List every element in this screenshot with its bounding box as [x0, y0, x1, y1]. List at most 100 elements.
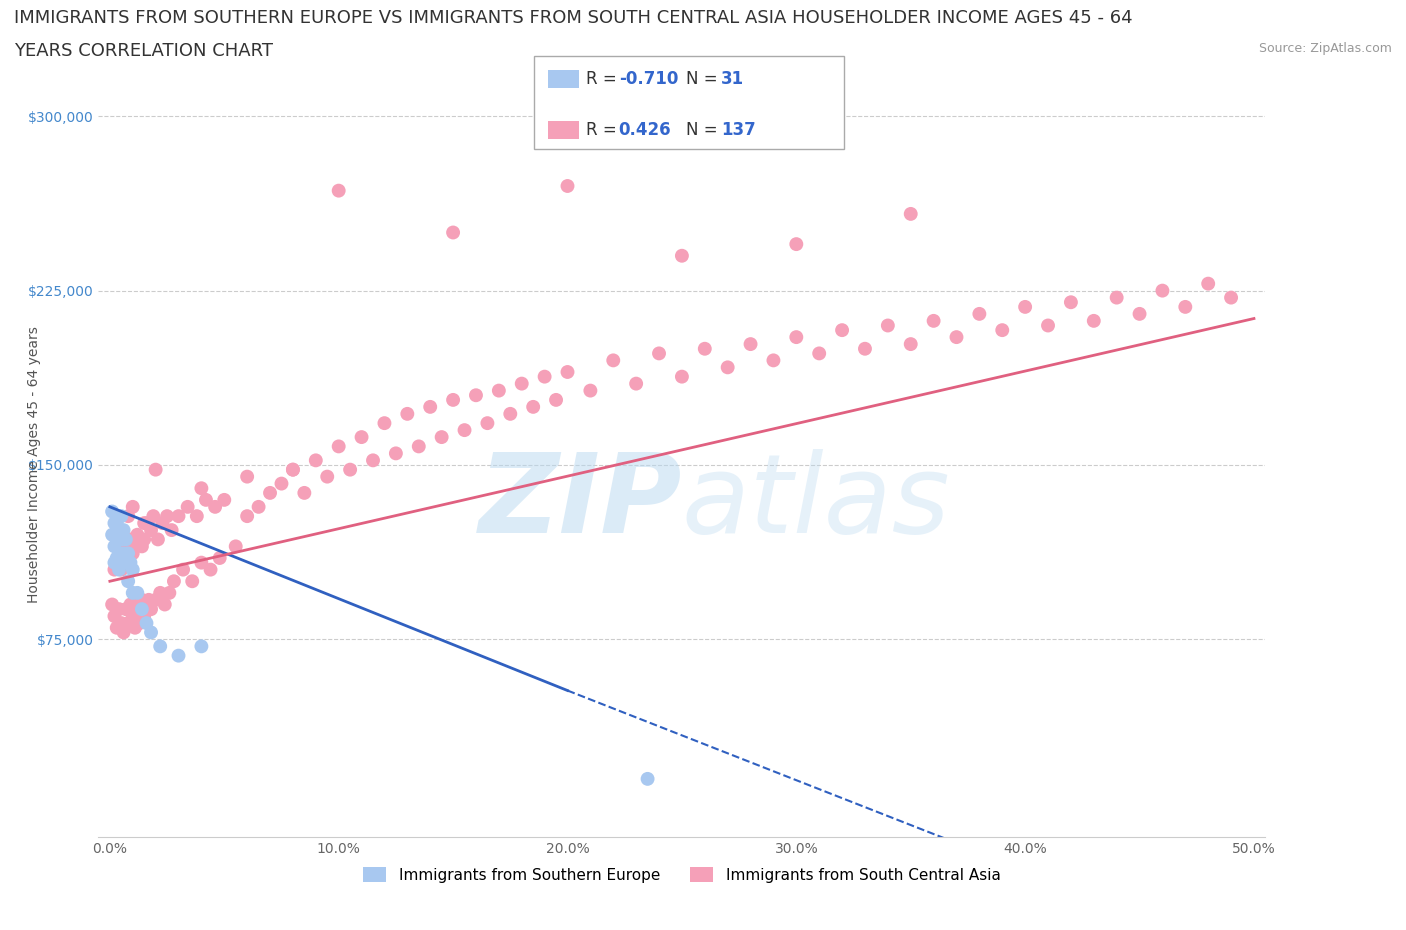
Point	[637, 772, 659, 787]
Point	[108, 602, 131, 617]
Legend: Immigrants from Southern Europe, Immigrants from South Central Asia: Immigrants from Southern Europe, Immigra…	[357, 860, 1007, 889]
Point	[131, 602, 153, 617]
Point	[103, 562, 125, 577]
Point	[105, 539, 128, 554]
Point	[876, 318, 898, 333]
Point	[247, 499, 270, 514]
Point	[131, 539, 153, 554]
Point	[373, 416, 395, 431]
Point	[153, 597, 176, 612]
Point	[127, 586, 149, 601]
Point	[134, 609, 156, 624]
Point	[969, 307, 991, 322]
Point	[922, 313, 945, 328]
Point	[671, 248, 693, 263]
Point	[740, 337, 762, 352]
Point	[105, 515, 128, 530]
Point	[112, 546, 135, 561]
Point	[108, 527, 131, 542]
Point	[108, 562, 131, 577]
Point	[103, 539, 125, 554]
Point	[186, 509, 208, 524]
Point	[110, 562, 132, 577]
Point	[160, 523, 183, 538]
Point	[163, 574, 186, 589]
Point	[112, 625, 135, 640]
Point	[1152, 283, 1174, 298]
Point	[135, 602, 157, 617]
Point	[110, 509, 132, 524]
Point	[1083, 313, 1105, 328]
Point	[1014, 299, 1036, 314]
Point	[579, 383, 602, 398]
Point	[316, 469, 339, 484]
Point	[117, 574, 139, 589]
Point	[408, 439, 430, 454]
Point	[831, 323, 853, 338]
Point	[110, 555, 132, 570]
Point	[145, 592, 167, 607]
Point	[112, 546, 135, 561]
Point	[453, 422, 475, 438]
Point	[131, 592, 153, 607]
Point	[101, 527, 124, 542]
Text: YEARS CORRELATION CHART: YEARS CORRELATION CHART	[14, 42, 273, 60]
Point	[124, 620, 146, 635]
Point	[544, 392, 567, 407]
Point	[146, 532, 169, 547]
Point	[533, 369, 555, 384]
Point	[103, 555, 125, 570]
Point	[121, 586, 143, 601]
Point	[127, 527, 149, 542]
Point	[110, 527, 132, 542]
Point	[105, 620, 128, 635]
Point	[190, 555, 212, 570]
Point	[112, 523, 135, 538]
Point	[1128, 307, 1150, 322]
Point	[120, 532, 142, 547]
Text: R =: R =	[586, 121, 623, 140]
Text: Householder Income Ages 45 - 64 years: Householder Income Ages 45 - 64 years	[27, 326, 41, 604]
Point	[110, 616, 132, 631]
Point	[717, 360, 740, 375]
Point	[853, 341, 876, 356]
Point	[762, 352, 785, 367]
Point	[465, 388, 488, 403]
Point	[522, 400, 544, 415]
Point	[121, 609, 143, 624]
Point	[128, 616, 150, 631]
Point	[139, 602, 162, 617]
Text: 0.426: 0.426	[619, 121, 671, 140]
Point	[101, 504, 124, 519]
Point	[115, 602, 138, 617]
Point	[281, 462, 304, 477]
Point	[785, 237, 807, 252]
Text: 137: 137	[721, 121, 756, 140]
Point	[108, 551, 131, 565]
Text: N =: N =	[686, 70, 723, 88]
Point	[214, 493, 236, 508]
Point	[305, 453, 328, 468]
Point	[176, 499, 198, 514]
Text: -0.710: -0.710	[619, 70, 678, 88]
Point	[259, 485, 281, 500]
Point	[419, 400, 441, 415]
Point	[105, 551, 128, 565]
Point	[117, 616, 139, 631]
Point	[167, 509, 190, 524]
Point	[172, 562, 194, 577]
Point	[135, 616, 157, 631]
Point	[1060, 295, 1083, 310]
Point	[693, 341, 716, 356]
Point	[149, 639, 172, 654]
Point	[270, 476, 292, 491]
Point	[167, 648, 190, 663]
Text: atlas: atlas	[682, 448, 950, 556]
Point	[152, 515, 174, 530]
Point	[1197, 276, 1219, 291]
Point	[105, 532, 128, 547]
Text: IMMIGRANTS FROM SOUTHERN EUROPE VS IMMIGRANTS FROM SOUTH CENTRAL ASIA HOUSEHOLDE: IMMIGRANTS FROM SOUTHERN EUROPE VS IMMIG…	[14, 9, 1133, 27]
Point	[900, 337, 922, 352]
Point	[350, 430, 373, 445]
Point	[624, 376, 647, 391]
